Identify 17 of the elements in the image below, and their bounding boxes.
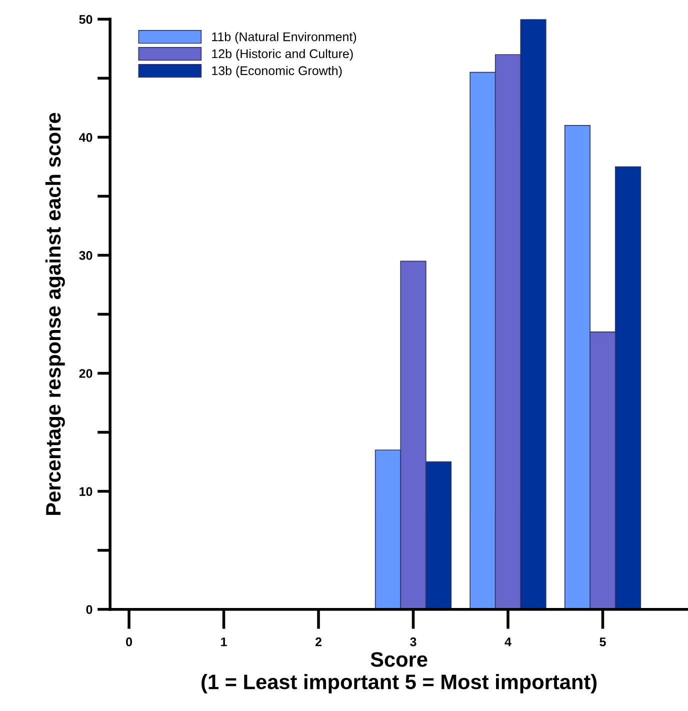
legend-label: 13b (Economic Growth) bbox=[212, 66, 342, 78]
x-tick-label: 2 bbox=[315, 637, 322, 646]
x-tick-label: 0 bbox=[126, 637, 132, 646]
y-tick-label: 30 bbox=[79, 251, 92, 260]
y-tick-label: 10 bbox=[80, 487, 92, 496]
legend-label: 11b (Natural Environment) bbox=[212, 32, 356, 44]
y-tick-label: 20 bbox=[79, 369, 92, 378]
y-tick-label: 50 bbox=[79, 15, 92, 24]
y-tick-label: 0 bbox=[86, 605, 92, 614]
x-tick-label: 5 bbox=[600, 638, 606, 646]
y-tick-label: 40 bbox=[79, 133, 92, 142]
x-tick-label: 4 bbox=[504, 638, 512, 646]
y-axis-title: Percentage response against each score bbox=[45, 112, 65, 515]
legend-label: 12b (Historic and Culture) bbox=[212, 48, 353, 61]
x-axis-title: Score (1 = Least important 5 = Most important) bbox=[202, 652, 597, 694]
x-tick-label: 1 bbox=[221, 638, 227, 646]
x-tick-label: 3 bbox=[410, 637, 416, 646]
